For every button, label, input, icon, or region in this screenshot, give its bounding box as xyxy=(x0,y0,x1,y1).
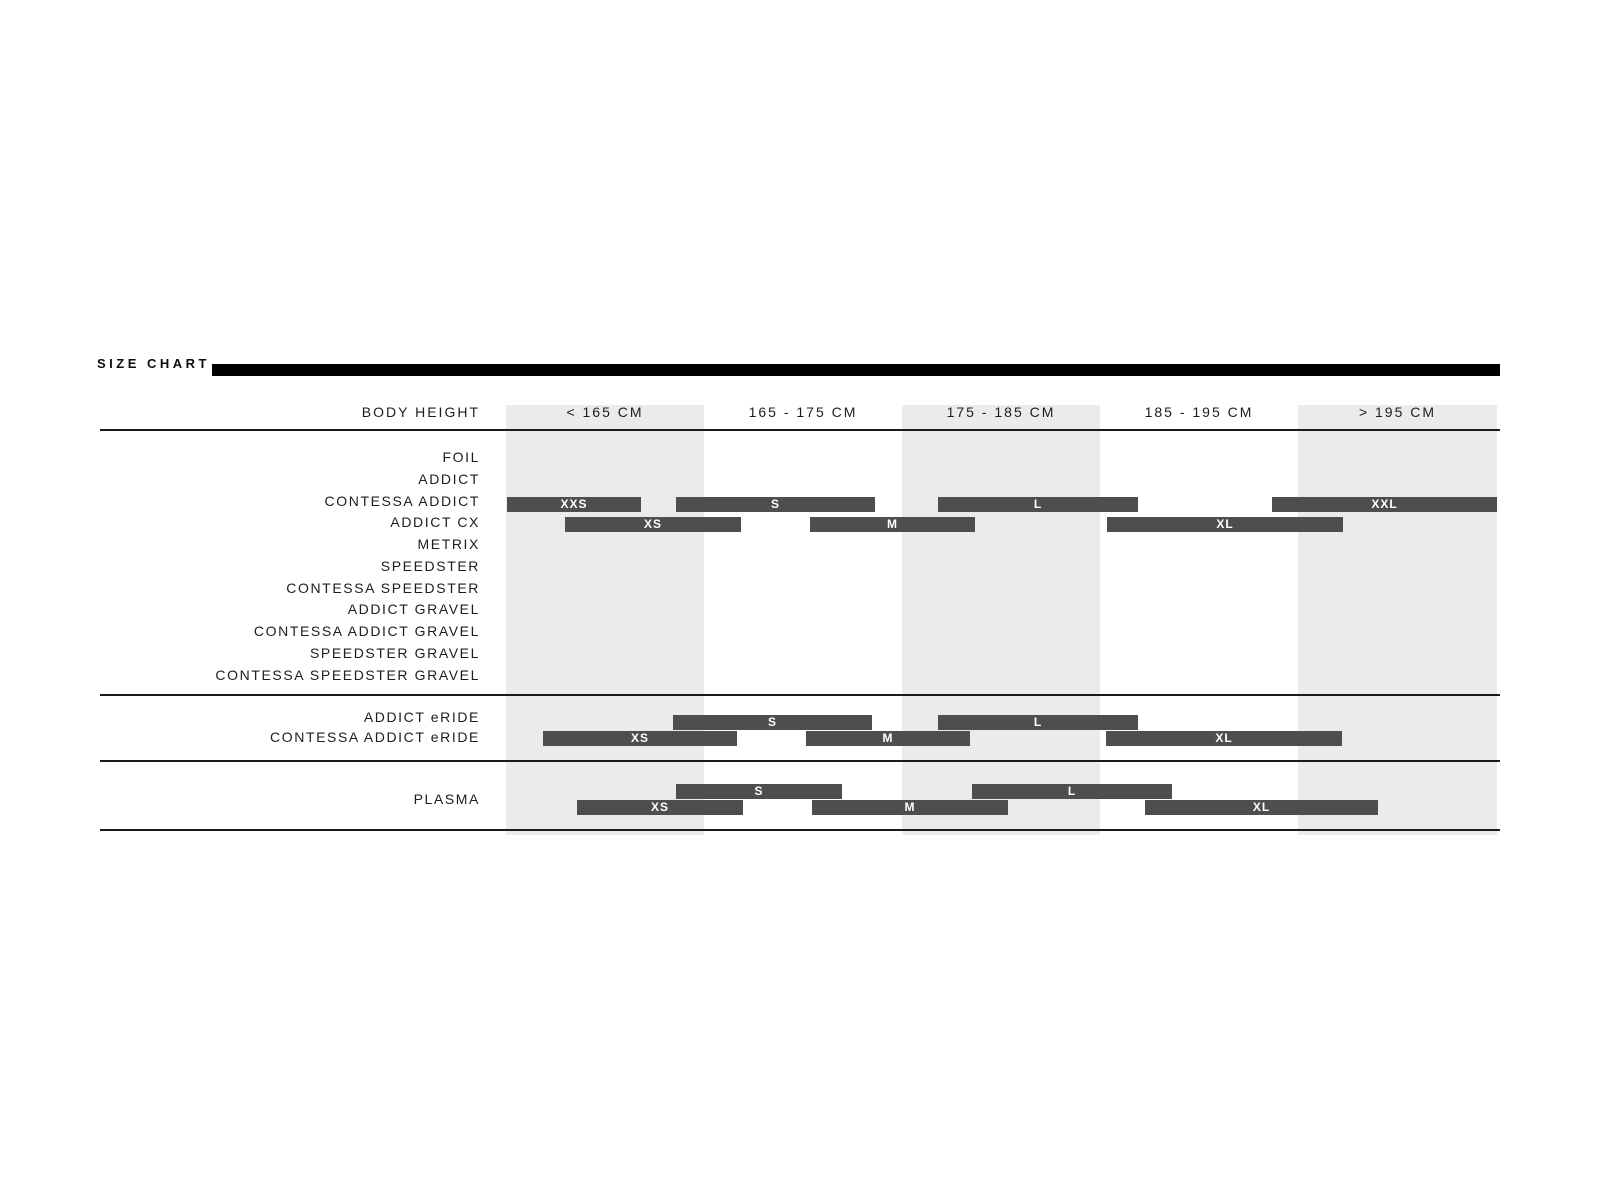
size-bar-xxs: XXS xyxy=(507,497,641,512)
column-header: < 165 CM xyxy=(566,404,644,420)
model-row-label: FOIL xyxy=(442,449,480,465)
size-bar-xs: XS xyxy=(577,800,743,815)
size-bar-m: M xyxy=(812,800,1008,815)
model-row-label: ADDICT xyxy=(418,470,480,487)
page-title: SIZE CHART xyxy=(97,356,210,371)
size-bar-m: M xyxy=(810,517,975,532)
size-bar-l: L xyxy=(972,784,1172,799)
model-row-label: CONTESSA SPEEDSTER GRAVEL xyxy=(215,666,480,683)
size-bar-xl: XL xyxy=(1107,517,1343,532)
model-row-label: SPEEDSTER GRAVEL xyxy=(309,644,480,661)
column-header: 165 - 175 CM xyxy=(748,404,858,420)
size-bar-s: S xyxy=(673,715,872,730)
bottom-divider xyxy=(100,829,1500,831)
header-divider xyxy=(100,429,1500,431)
column-header: 175 - 185 CM xyxy=(946,404,1056,420)
size-bar-m: M xyxy=(806,731,970,746)
size-bar-s: S xyxy=(676,784,842,799)
size-bar-l: L xyxy=(938,715,1138,730)
size-bar-s: S xyxy=(676,497,875,512)
model-row-label: CONTESSA SPEEDSTER xyxy=(286,579,480,596)
model-row-label: ADDICT GRAVEL xyxy=(347,601,480,618)
model-row-label: CONTESSA ADDICT eRIDE xyxy=(270,729,480,745)
model-row-label: ADDICT CX xyxy=(390,514,480,531)
column-header: 185 - 195 CM xyxy=(1144,404,1254,420)
title-rule-bar xyxy=(212,364,1500,376)
column-band xyxy=(506,405,704,835)
size-bar-xs: XS xyxy=(543,731,737,746)
section-divider-2 xyxy=(100,760,1500,762)
size-bar-xxl: XXL xyxy=(1272,497,1497,512)
size-bar-xs: XS xyxy=(565,517,741,532)
size-bar-xl: XL xyxy=(1145,800,1378,815)
model-row-label: ADDICT eRIDE xyxy=(363,709,480,725)
size-bar-xl: XL xyxy=(1106,731,1342,746)
body-height-label: BODY HEIGHT xyxy=(361,404,480,420)
section-divider-1 xyxy=(100,694,1500,696)
model-row-label: METRIX xyxy=(417,536,480,552)
model-row-label: CONTESSA ADDICT xyxy=(324,492,480,509)
column-header: > 195 CM xyxy=(1358,404,1437,420)
column-band xyxy=(1298,405,1497,835)
model-row-label: SPEEDSTER xyxy=(380,557,480,574)
size-bar-l: L xyxy=(938,497,1138,512)
model-row-label: CONTESSA ADDICT GRAVEL xyxy=(253,623,480,639)
column-band xyxy=(902,405,1100,835)
model-row-label: PLASMA xyxy=(413,791,480,807)
